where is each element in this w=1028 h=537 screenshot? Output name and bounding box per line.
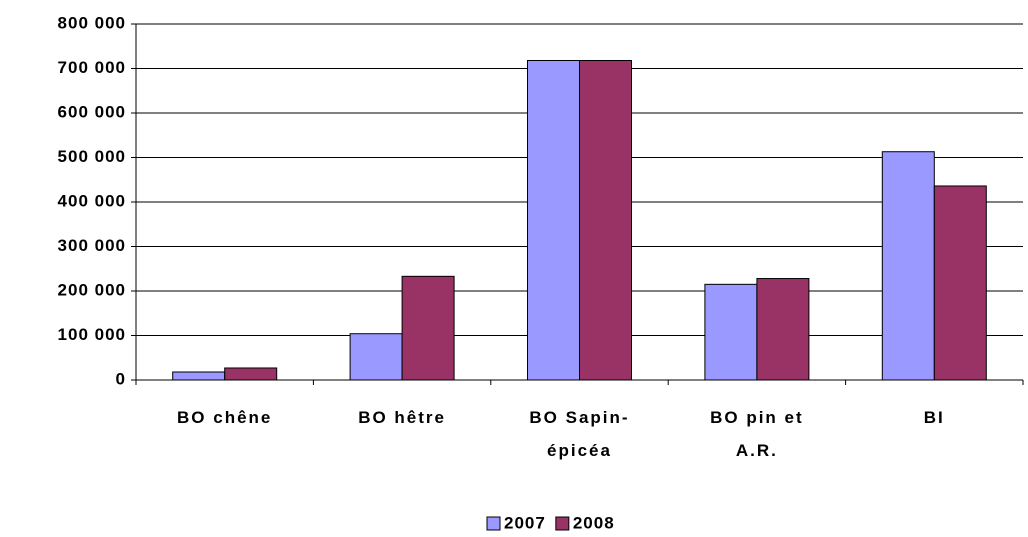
bar: [401, 275, 455, 381]
y-tick-label: 100 000: [58, 325, 126, 344]
x-tick-label: BI: [923, 408, 945, 427]
y-tick-label: 500 000: [58, 147, 126, 166]
bar: [349, 333, 403, 381]
bar: [756, 278, 810, 381]
y-tick-label: 600 000: [58, 102, 126, 121]
bar: [881, 151, 935, 381]
x-tick-label: BO chêne: [177, 408, 273, 427]
y-tick-label: 200 000: [58, 280, 126, 299]
legend-label: 2007: [504, 513, 546, 532]
legend-label: 2008: [573, 513, 615, 532]
bar: [933, 185, 987, 381]
bar: [224, 367, 278, 381]
y-tick-label: 800 000: [58, 13, 126, 32]
legend-swatch: [486, 516, 501, 531]
y-tick-label: 400 000: [58, 191, 126, 210]
x-tick-label: BO pin et A.R.: [710, 408, 804, 460]
bar: [527, 59, 580, 381]
x-tick-label: BO Sapin- épicéa: [529, 408, 630, 460]
bar: [579, 59, 632, 381]
bar: [704, 283, 758, 381]
bar: [172, 371, 226, 381]
y-tick-label: 0: [116, 369, 126, 388]
y-tick-label: 700 000: [58, 58, 126, 77]
x-tick-label: BO hêtre: [358, 408, 446, 427]
y-tick-label: 300 000: [58, 236, 126, 255]
legend-swatch: [555, 516, 570, 531]
